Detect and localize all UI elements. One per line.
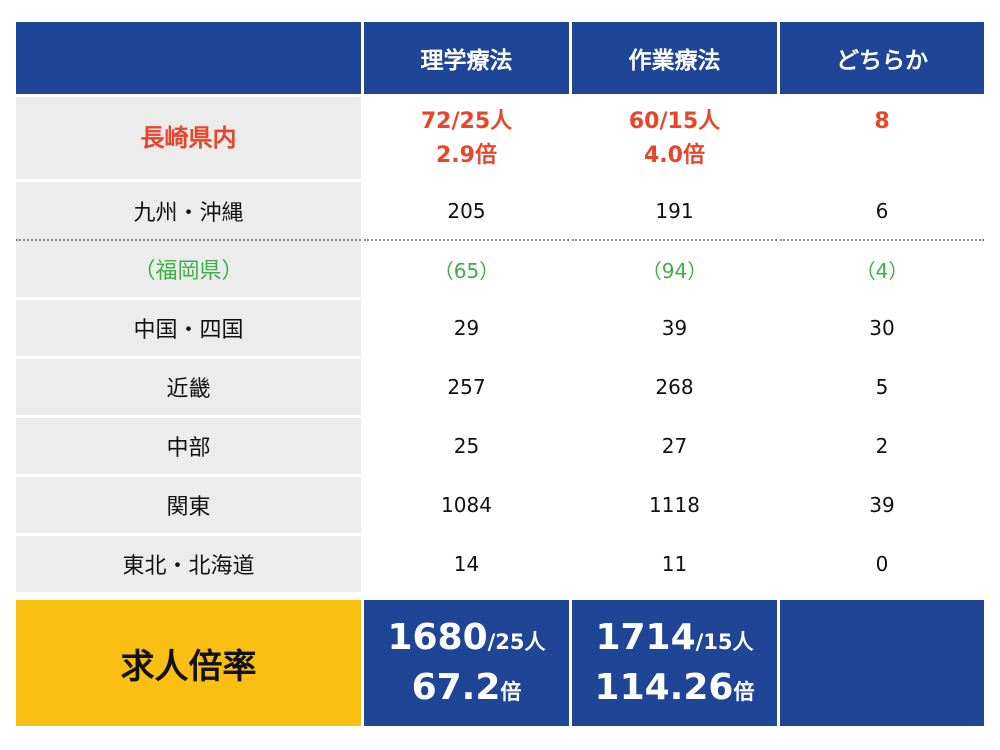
table-row-kinki: 近畿 257 268 5 (16, 359, 986, 415)
summary-either-cell (780, 600, 984, 726)
summary-ot-denominator: /15人 (695, 630, 754, 654)
header-physical-therapy: 理学療法 (364, 22, 569, 94)
row-label: 九州・沖縄 (16, 182, 361, 241)
table-row-fukuoka: （福岡県） （65） （94） （4） (16, 241, 986, 297)
header-either: どちらか (780, 22, 984, 94)
nagasaki-either-cell: 8 (780, 97, 984, 179)
either-value: 30 (780, 300, 984, 356)
table-row-nagasaki: 長崎県内 72/25人 2.9倍 60/15人 4.0倍 8 (16, 97, 986, 179)
row-label-nagasaki: 長崎県内 (16, 97, 361, 179)
summary-pt-ratio-unit: 倍 (500, 680, 522, 704)
summary-ot-ratio: 114.26 (594, 667, 734, 708)
ot-value: （94） (572, 241, 777, 297)
table-row-chubu: 中部 25 27 2 (16, 418, 986, 474)
summary-label: 求人倍率 (16, 600, 361, 726)
row-label: 関東 (16, 477, 361, 533)
either-value: 0 (780, 536, 984, 592)
row-label: 中国・四国 (16, 300, 361, 356)
summary-pt-count: 1680 (387, 617, 488, 658)
nagasaki-ot-ratio: 4.0倍 (644, 143, 705, 168)
nagasaki-pt-count: 72/25人 (420, 109, 513, 134)
nagasaki-pt-ratio: 2.9倍 (436, 143, 497, 168)
pt-value: 205 (364, 182, 569, 241)
ot-value: 1118 (572, 477, 777, 533)
row-label: 東北・北海道 (16, 536, 361, 592)
table-row-kanto: 関東 1084 1118 39 (16, 477, 986, 533)
header-occupational-therapy: 作業療法 (572, 22, 777, 94)
either-value: （4） (780, 241, 984, 297)
row-label: 近畿 (16, 359, 361, 415)
row-label: 中部 (16, 418, 361, 474)
row-label: （福岡県） (16, 241, 361, 297)
table-row-tohoku-hokkaido: 東北・北海道 14 11 0 (16, 536, 986, 592)
job-ratio-table: 理学療法 作業療法 どちらか 長崎県内 72/25人 2.9倍 60/15人 4… (16, 22, 986, 726)
pt-value: 14 (364, 536, 569, 592)
nagasaki-pt-cell: 72/25人 2.9倍 (364, 97, 569, 179)
summary-ot-ratio-unit: 倍 (733, 680, 755, 704)
pt-value: 25 (364, 418, 569, 474)
either-value: 6 (780, 182, 984, 241)
ot-value: 191 (572, 182, 777, 241)
either-value: 2 (780, 418, 984, 474)
summary-row: 求人倍率 1680/25人 67.2倍 1714/15人 114.26倍 (16, 600, 986, 726)
either-value: 5 (780, 359, 984, 415)
pt-value: 29 (364, 300, 569, 356)
ot-value: 268 (572, 359, 777, 415)
table-row-kyushu: 九州・沖縄 205 191 6 (16, 182, 986, 241)
pt-value: 257 (364, 359, 569, 415)
summary-pt-ratio: 67.2 (411, 667, 501, 708)
table-row-chugoku-shikoku: 中国・四国 29 39 30 (16, 300, 986, 356)
summary-pt-cell: 1680/25人 67.2倍 (364, 600, 569, 726)
ot-value: 39 (572, 300, 777, 356)
ot-value: 27 (572, 418, 777, 474)
table-header: 理学療法 作業療法 どちらか (16, 22, 986, 94)
summary-ot-count: 1714 (595, 617, 696, 658)
nagasaki-ot-count: 60/15人 (628, 109, 721, 134)
summary-ot-cell: 1714/15人 114.26倍 (572, 600, 777, 726)
nagasaki-ot-cell: 60/15人 4.0倍 (572, 97, 777, 179)
summary-pt-denominator: /25人 (487, 630, 546, 654)
header-blank-cell (16, 22, 361, 94)
either-value: 39 (780, 477, 984, 533)
ot-value: 11 (572, 536, 777, 592)
pt-value: 1084 (364, 477, 569, 533)
pt-value: （65） (364, 241, 569, 297)
